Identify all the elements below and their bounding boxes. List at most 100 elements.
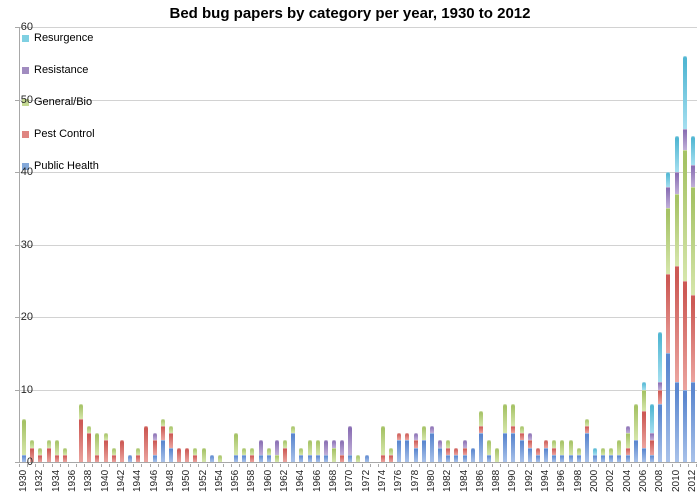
segment-public-health-1956 xyxy=(234,454,239,462)
bar-slot-1972 xyxy=(363,27,371,462)
bar-slot-1931 xyxy=(28,27,36,462)
segment-general-bio-2011 xyxy=(682,150,687,281)
stacked-bar-1978 xyxy=(413,433,418,462)
x-axis-label-1930: 1930 xyxy=(18,469,30,492)
stacked-bar-2000 xyxy=(593,447,598,462)
x-tick xyxy=(117,464,118,467)
x-tick xyxy=(256,464,257,467)
legend-item-resistance: Resistance xyxy=(22,64,99,76)
segment-pest-control-2012 xyxy=(690,295,695,383)
x-tick xyxy=(525,464,526,467)
x-axis-label-1984: 1984 xyxy=(458,469,470,492)
segment-public-health-2004 xyxy=(625,454,630,462)
segment-general-bio-1989 xyxy=(503,404,508,433)
stacked-bar-1990 xyxy=(511,404,516,462)
bar-slot-1997 xyxy=(566,27,574,462)
x-axis-label-1998: 1998 xyxy=(572,469,584,492)
segment-general-bio-1962 xyxy=(283,440,288,448)
segment-resistance-2010 xyxy=(674,172,679,194)
segment-general-bio-1979 xyxy=(421,425,426,441)
x-axis-label-1948: 1948 xyxy=(164,469,176,492)
x-tick xyxy=(606,464,607,467)
bar-slot-2010 xyxy=(673,27,681,462)
legend: Resurgence Resistance General/Bio Pest Cont… xyxy=(22,32,99,192)
segment-pest-control-1947 xyxy=(160,425,165,441)
segment-general-bio-1934 xyxy=(54,440,59,455)
x-tick xyxy=(655,464,656,467)
bar-slot-1959 xyxy=(257,27,265,462)
x-axis-label-1974: 1974 xyxy=(376,469,388,492)
bar-slot-1976 xyxy=(395,27,403,462)
segment-public-health-1960 xyxy=(266,454,271,462)
segment-public-health-1980 xyxy=(429,433,434,462)
segment-general-bio-1963 xyxy=(291,425,296,433)
x-tick xyxy=(468,464,469,467)
stacked-bar-1941 xyxy=(111,447,116,462)
bar-slot-1939 xyxy=(93,27,101,462)
x-tick xyxy=(696,464,697,467)
segment-public-health-1976 xyxy=(397,440,402,462)
segment-resurgence-2010 xyxy=(674,135,679,172)
stacked-bar-1934 xyxy=(54,440,59,462)
x-tick xyxy=(68,464,69,467)
bar-slot-1993 xyxy=(534,27,542,462)
stacked-bar-1950 xyxy=(185,447,190,462)
segment-general-bio-1952 xyxy=(201,447,206,462)
bar-slot-1965 xyxy=(305,27,313,462)
segment-general-bio-1938 xyxy=(87,425,92,433)
stacked-bar-1944 xyxy=(136,447,141,462)
bar-slot-1938 xyxy=(85,27,93,462)
stacked-bar-1981 xyxy=(438,440,443,462)
x-axis-label-2008: 2008 xyxy=(654,469,666,492)
segment-pest-control-1950 xyxy=(185,447,190,462)
x-tick xyxy=(321,464,322,467)
bar-slot-1979 xyxy=(420,27,428,462)
segment-public-health-1963 xyxy=(291,433,296,462)
bar-slot-1956 xyxy=(232,27,240,462)
segment-resistance-2004 xyxy=(625,425,630,433)
x-axis-label-1960: 1960 xyxy=(262,469,274,492)
segment-resistance-1959 xyxy=(258,440,263,455)
x-tick xyxy=(663,464,664,467)
segment-public-health-1964 xyxy=(299,454,304,462)
bar-slot-1973 xyxy=(371,27,379,462)
bar-slot-1971 xyxy=(354,27,362,462)
segment-public-health-1996 xyxy=(560,454,565,462)
x-tick xyxy=(304,464,305,467)
x-tick xyxy=(296,464,297,467)
segment-public-health-1984 xyxy=(462,454,467,462)
stacked-bar-2012 xyxy=(690,135,695,462)
bar-slot-1953 xyxy=(208,27,216,462)
bar-slot-1970 xyxy=(346,27,354,462)
stacked-bar-1966 xyxy=(315,440,320,462)
x-tick xyxy=(101,464,102,467)
x-tick xyxy=(288,464,289,467)
segment-public-health-1972 xyxy=(364,454,369,462)
x-tick xyxy=(231,464,232,467)
x-tick xyxy=(517,464,518,467)
segment-public-health-1997 xyxy=(568,454,573,462)
stacked-bar-1974 xyxy=(380,425,385,462)
x-tick xyxy=(190,464,191,467)
segment-general-bio-1957 xyxy=(242,447,247,455)
segment-public-health-1979 xyxy=(421,440,426,462)
x-tick xyxy=(492,464,493,467)
x-tick xyxy=(76,464,77,467)
stacked-bar-1985 xyxy=(470,447,475,462)
segment-public-health-1999 xyxy=(584,433,589,462)
stacked-bar-1951 xyxy=(193,447,198,462)
segment-public-health-2012 xyxy=(690,382,695,462)
stacked-bar-1948 xyxy=(168,425,173,462)
segment-pest-control-2009 xyxy=(666,273,671,354)
x-tick xyxy=(435,464,436,467)
segment-resistance-1978 xyxy=(413,433,418,441)
legend-swatch-general-bio xyxy=(22,98,29,106)
segment-pest-control-1990 xyxy=(511,425,516,433)
x-tick xyxy=(500,464,501,467)
gridline-50 xyxy=(20,99,697,101)
segment-public-health-1930 xyxy=(22,454,27,462)
segment-pest-control-1976 xyxy=(397,433,402,441)
legend-item-pest-control: Pest Control xyxy=(22,128,99,140)
stacked-bar-1989 xyxy=(503,404,508,462)
x-tick xyxy=(541,464,542,467)
